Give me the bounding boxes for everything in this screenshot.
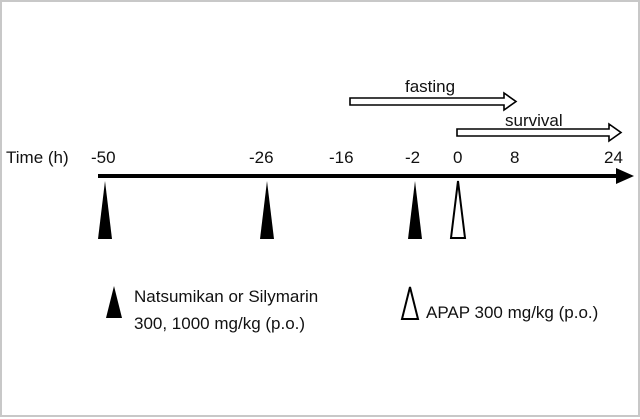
tick-label-8: 8 — [510, 148, 520, 167]
legend-drug-line-1: Natsumikan or Silymarin — [134, 287, 319, 306]
time-axis-arrowhead — [616, 168, 634, 184]
dose-marker-filled-minus-2 — [408, 181, 422, 239]
dose-marker-filled-minus-26 — [260, 181, 274, 239]
survival-label: survival — [505, 111, 563, 130]
fasting-label: fasting — [405, 77, 456, 96]
tick-label-minus-50: -50 — [91, 148, 116, 167]
dose-marker-filled-minus-50 — [98, 181, 112, 239]
legend-open-triangle-icon — [400, 286, 420, 320]
survival-arrow — [456, 122, 623, 143]
tick-label-24: 24 — [604, 148, 623, 167]
legend-apap: APAP 300 mg/kg (p.o.) — [426, 303, 599, 322]
fasting-arrow — [349, 91, 518, 112]
legend-filled-triangle-icon — [106, 286, 122, 318]
tick-label-minus-26: -26 — [249, 148, 274, 167]
tick-label-minus-2: -2 — [405, 148, 421, 167]
dose-marker-open-0 — [449, 180, 467, 239]
legend-drug-line-2: 300, 1000 mg/kg (p.o.) — [134, 314, 306, 333]
tick-label-0: 0 — [453, 148, 463, 167]
tick-label-minus-16: -16 — [329, 148, 354, 167]
axis-label: Time (h) — [6, 148, 69, 167]
